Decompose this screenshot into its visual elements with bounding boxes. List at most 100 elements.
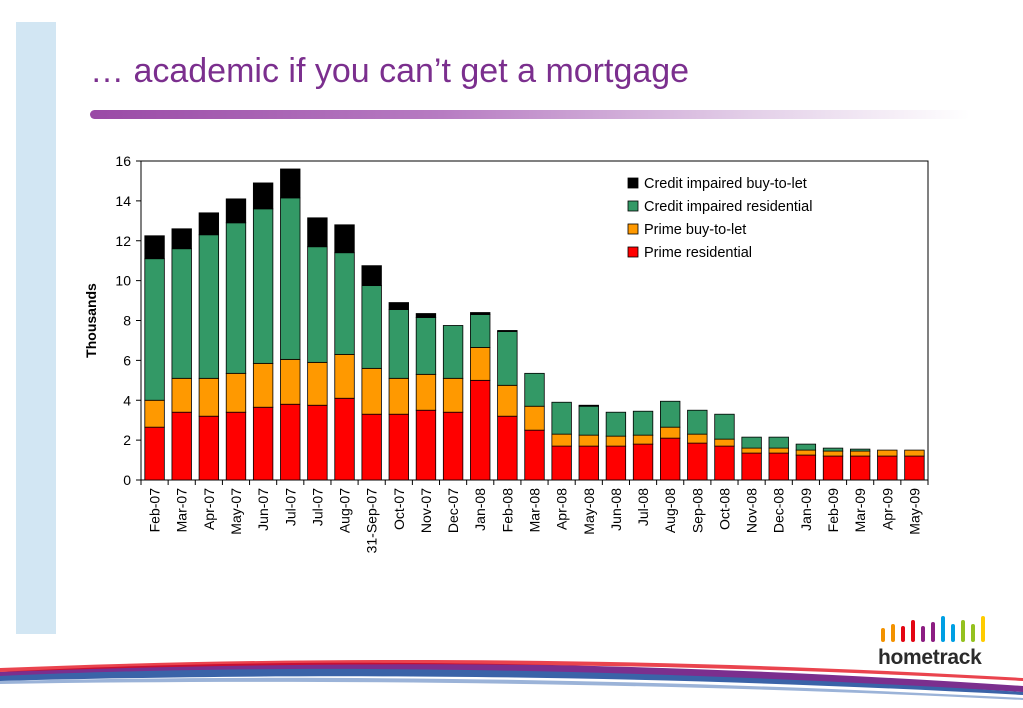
bar-segment — [388, 377, 409, 415]
bar-segment — [578, 434, 599, 447]
bar-segment — [795, 454, 817, 481]
legend-label: Prime buy-to-let — [644, 222, 746, 238]
bar-segment — [660, 437, 681, 481]
bar-segment — [497, 331, 518, 386]
bar-segment — [334, 252, 355, 355]
logo-bar — [921, 626, 925, 642]
bar-segment — [632, 443, 654, 481]
bar-segment — [280, 403, 301, 481]
bar-segment — [171, 248, 192, 379]
logo-bars-icon — [881, 616, 985, 642]
logo-bar — [981, 616, 985, 642]
bar-segment — [470, 314, 491, 348]
logo-bar — [961, 620, 965, 642]
bar-segment — [388, 309, 409, 379]
logo-bar — [971, 624, 975, 642]
bar-segment — [415, 313, 437, 318]
slide-title: … academic if you can’t get a mortgage — [90, 52, 690, 90]
bar-segment — [877, 455, 898, 481]
bar-segment — [415, 317, 437, 375]
x-tick-label: Apr-07 — [201, 488, 217, 530]
x-tick-label: Jul-07 — [282, 488, 298, 526]
bar-segment — [687, 409, 708, 435]
bar-segment — [714, 445, 735, 481]
x-tick-label: Mar-07 — [174, 488, 190, 533]
x-tick-label: Apr-08 — [554, 488, 570, 530]
y-tick-label: 14 — [115, 193, 131, 209]
bar-segment — [741, 452, 762, 481]
footer-swoosh — [0, 659, 1023, 700]
logo-bar — [891, 624, 895, 642]
bar-segment — [578, 445, 599, 481]
bar-segment — [361, 265, 382, 287]
legend-label: Credit impaired buy-to-let — [644, 176, 807, 192]
bar-segment — [551, 401, 572, 435]
bar-segment — [225, 411, 247, 481]
y-tick-label: 6 — [123, 352, 131, 368]
bar-segment — [795, 449, 817, 456]
bar-segment — [280, 168, 301, 199]
bar-segment — [578, 405, 599, 436]
bar-segment — [388, 302, 409, 310]
bar-segment — [660, 426, 681, 439]
bar-segment — [687, 442, 708, 481]
logo-text: hometrack — [878, 646, 982, 669]
bar-segment — [361, 367, 382, 415]
x-tick-label: Jul-08 — [635, 488, 651, 526]
x-tick-label: Nov-08 — [744, 488, 760, 533]
bar-segment — [904, 455, 925, 481]
x-tick-label: Feb-07 — [147, 488, 163, 533]
y-tick-label: 16 — [115, 153, 131, 169]
x-tick-label: Nov-07 — [418, 488, 434, 533]
logo-bar — [941, 616, 945, 642]
x-tick-label: May-07 — [228, 488, 244, 535]
bar-segment — [307, 246, 328, 363]
logo-bar — [881, 628, 885, 642]
logo-bar — [931, 622, 935, 642]
x-tick-label: Jan-08 — [472, 488, 488, 531]
logo-bar — [911, 620, 915, 642]
bar-segment — [605, 411, 627, 437]
bar-segment — [524, 429, 545, 481]
bar-segment — [252, 208, 274, 364]
bar-segment — [741, 436, 762, 449]
bar-segment — [144, 426, 165, 481]
bar-segment — [660, 400, 681, 428]
y-tick-label: 2 — [123, 432, 131, 448]
bar-segment — [849, 450, 871, 457]
bar-segment — [415, 373, 437, 411]
bar-segment — [334, 353, 355, 399]
bar-segment — [470, 312, 491, 315]
legend-swatch — [627, 223, 639, 235]
bar-segment — [551, 445, 572, 481]
x-tick-label: May-08 — [581, 488, 597, 535]
bar-segment — [144, 235, 165, 260]
x-tick-label: Jan-09 — [798, 488, 814, 531]
y-tick-label: 0 — [123, 472, 131, 488]
x-tick-label: Oct-07 — [391, 488, 407, 530]
bar-segment — [198, 377, 220, 417]
legend-swatch — [627, 246, 639, 258]
bar-segment — [768, 452, 789, 481]
bar-segment — [877, 449, 898, 457]
bar-segment — [307, 361, 328, 406]
bar-segment — [334, 224, 355, 254]
bar-segment — [714, 438, 735, 447]
bar-segment — [578, 404, 599, 407]
legend-swatch — [627, 200, 639, 212]
bar-segment — [307, 404, 328, 481]
bar-segment — [632, 434, 654, 445]
x-tick-label: Aug-07 — [337, 488, 353, 533]
bar-segment — [497, 384, 518, 417]
bar-segment — [904, 449, 925, 457]
bar-segment — [225, 222, 247, 374]
bar-segment — [280, 197, 301, 360]
bar-segment — [280, 358, 301, 405]
bar-segment — [741, 447, 762, 454]
bar-segment — [442, 325, 464, 379]
bar-segment — [171, 377, 192, 413]
bar-segment — [822, 450, 844, 457]
bar-segment — [822, 455, 844, 481]
y-tick-label: 12 — [115, 233, 131, 249]
hometrack-logo: hometrack — [878, 614, 998, 674]
